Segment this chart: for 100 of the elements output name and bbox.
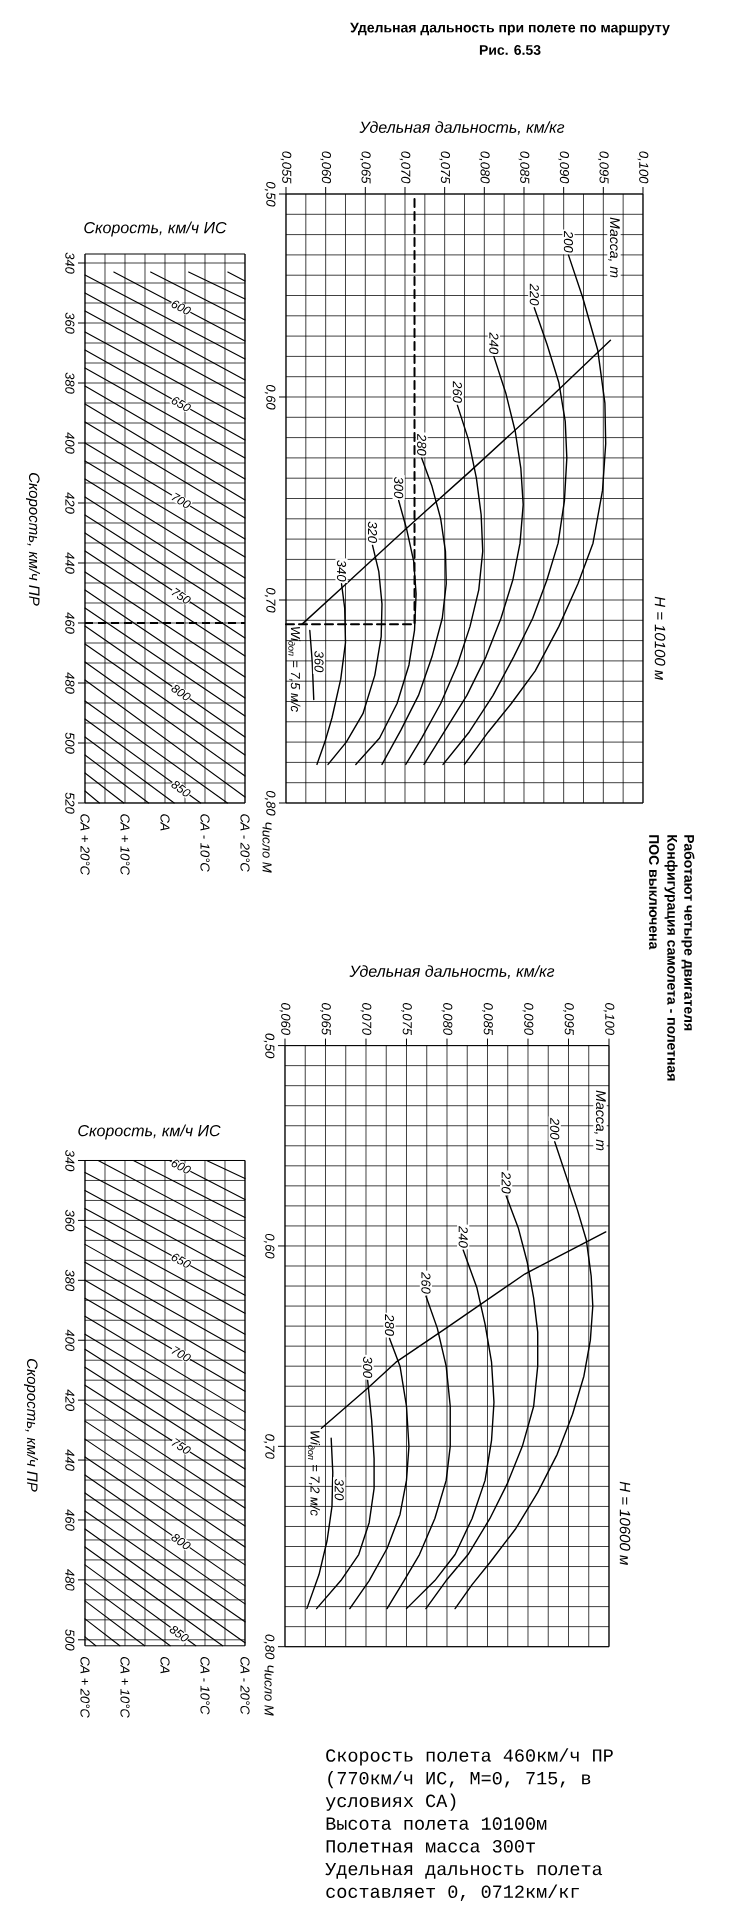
y-axis-title: Число M	[262, 822, 272, 873]
chart-title: Удельная дальность при полете по маршруту	[350, 22, 670, 36]
x-tick-label: 0,065	[320, 1003, 331, 1036]
text: 340	[336, 560, 347, 582]
text: 240	[489, 332, 499, 355]
x-tick-label: 0,095	[597, 151, 609, 184]
y-tick-label: 400	[65, 432, 75, 454]
text: Работают четыре двигателя	[681, 835, 695, 1031]
text: 650	[171, 1253, 191, 1268]
text: 750	[171, 587, 191, 604]
x-tick-label: СА - 10°C	[200, 1657, 210, 1715]
x-tick-label: 0,060	[279, 1003, 291, 1035]
text: 320	[334, 1478, 344, 1501]
x-tick-label: 0,070	[399, 151, 411, 184]
x-tick-label: 0,080	[478, 151, 490, 184]
y-axis-title: Скорость, км/ч ПР	[26, 473, 40, 606]
x-axis-title: Удельная дальность, км/кг	[359, 121, 565, 135]
y-tick-label: 480	[65, 672, 75, 694]
y-tick-label: 520	[65, 792, 75, 814]
x-tick-label: СА + 10°C	[120, 814, 130, 876]
x-tick-label: 0,075	[401, 1003, 412, 1036]
x-tick-label: 0,100	[603, 1003, 615, 1035]
y-tick-label: 480	[65, 1569, 75, 1591]
y-tick-label: 0,50	[264, 181, 276, 207]
y-tick-label: 0,80	[264, 790, 276, 816]
x-axis-title: Удельная дальность, км/кг	[349, 965, 555, 979]
x-tick-label: СА - 20°C	[240, 814, 250, 872]
chart-subtitle: Рис. 6.53	[479, 45, 541, 55]
text: Скорость полета 460км/ч ПР (770км/ч ИС, М=0, 715, в условиях СА)	[325, 1748, 613, 1811]
text: 280	[384, 1314, 395, 1336]
y-axis-title: Скорость, км/ч ПР	[24, 1359, 38, 1492]
text: Скорость, км/ч ИС	[78, 1124, 221, 1140]
y-tick-label: 440	[65, 552, 75, 574]
text: 220	[501, 1171, 511, 1194]
text: Конфигурация самолета - полетная	[664, 835, 678, 1081]
x-tick-label: 0,095	[563, 1003, 574, 1036]
text: Wi$_{доп}$ = 7,5 м/с	[288, 626, 301, 712]
y-tick-label: 340	[65, 1149, 75, 1172]
text: H = 10100 м	[654, 596, 666, 680]
x-tick-label: 0,090	[558, 151, 570, 184]
x-tick-label: 0,075	[439, 151, 451, 184]
text: 800	[171, 1534, 191, 1550]
text: Скорость, км/ч ИС	[84, 221, 227, 237]
y-tick-label: 380	[65, 372, 75, 394]
x-tick-label: СА	[160, 814, 170, 831]
text: Удельная дальность полета составляет 0, 0712км/кг	[325, 1862, 603, 1902]
text: 200	[550, 1117, 560, 1140]
text: ПОС выключена	[649, 835, 659, 950]
text: H = 10600 м	[619, 1481, 631, 1565]
text: Полетная масса 300т	[326, 1840, 535, 1853]
y-tick-label: 0,70	[264, 587, 276, 613]
text: 600	[171, 300, 191, 315]
x-tick-label: СА + 10°C	[120, 1657, 130, 1718]
y-tick-label: 360	[65, 312, 75, 334]
y-tick-label: 380	[65, 1269, 75, 1292]
y-tick-label: 0,70	[263, 1434, 275, 1459]
y-tick-label: 0,60	[263, 1233, 275, 1259]
y-tick-label: 0,50	[263, 1033, 275, 1059]
x-tick-label: 0,085	[518, 151, 530, 184]
text: 600	[171, 1159, 191, 1174]
x-tick-label: 0,090	[522, 1003, 534, 1035]
text: 700	[171, 492, 191, 508]
y-tick-label: 0,60	[264, 384, 276, 410]
annotation: Масса, т	[608, 217, 620, 278]
text: 850	[171, 781, 191, 797]
annotation: Масса, т	[594, 1090, 606, 1151]
text: 240	[458, 1226, 468, 1248]
text: 300	[394, 476, 404, 499]
y-tick-label: 400	[65, 1329, 75, 1351]
y-tick-label: 420	[65, 1389, 75, 1411]
x-tick-label: СА + 20°C	[80, 814, 90, 876]
y-tick-label: 460	[65, 612, 75, 634]
y-tick-label: 460	[65, 1509, 75, 1531]
x-tick-label: СА + 20°C	[80, 1657, 90, 1718]
x-tick-label: 0,065	[359, 151, 371, 184]
text: 850	[169, 1626, 189, 1642]
x-tick-label: 0,085	[482, 1003, 493, 1036]
text: 260	[421, 1272, 431, 1294]
x-tick-label: 0,070	[360, 1003, 372, 1035]
text: 260	[452, 381, 462, 403]
x-tick-label: СА	[160, 1657, 170, 1674]
x-tick-label: 0,055	[280, 151, 292, 184]
text: 650	[171, 397, 191, 412]
text: 220	[529, 283, 539, 306]
text: 300	[363, 1356, 373, 1378]
text: 200	[563, 230, 574, 253]
y-tick-label: 0,80	[263, 1634, 275, 1660]
x-tick-label: 0,060	[320, 151, 332, 184]
y-tick-label: 440	[65, 1449, 75, 1471]
text: Wi$_{доп}$ = 7,2 м/с	[307, 1430, 320, 1516]
y-tick-label: 500	[65, 732, 75, 754]
text: 280	[417, 433, 427, 456]
text: Высота полета 10100м	[326, 1817, 547, 1830]
x-tick-label: 0,100	[637, 151, 649, 184]
text: 320	[367, 521, 378, 543]
y-tick-label: 500	[65, 1629, 75, 1651]
text: 700	[171, 1346, 191, 1362]
y-tick-label: 340	[65, 252, 75, 274]
y-tick-label: 420	[65, 492, 75, 514]
text: 750	[171, 1438, 191, 1454]
